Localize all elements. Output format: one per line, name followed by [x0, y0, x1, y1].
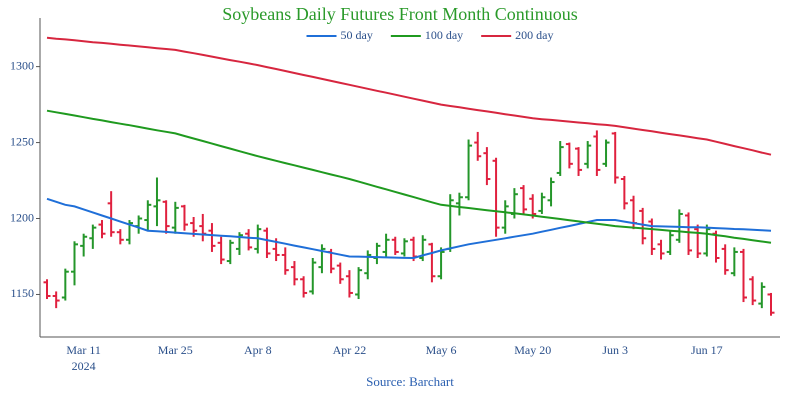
y-tick-label: 1250 — [10, 134, 34, 148]
y-tick-label: 1300 — [10, 58, 34, 72]
ma-line — [46, 36, 772, 156]
source-note: Source: Barchart — [366, 374, 454, 389]
x-tick-label: Mar 11 — [66, 343, 101, 357]
y-tick-label: 1150 — [10, 286, 34, 300]
x-tick-label: May 6 — [426, 343, 457, 357]
x-tick-label: Apr 22 — [333, 343, 367, 357]
legend-label: 100 day — [425, 28, 463, 42]
ma-line — [46, 197, 772, 260]
x-tick-label: May 20 — [514, 343, 551, 357]
legend: 50 day 100 day 200 day — [306, 28, 553, 42]
x-tick-label: Mar 25 — [158, 343, 193, 357]
x-year-label: 2024 — [72, 359, 96, 373]
ma-line — [46, 109, 772, 244]
x-tick-label: Jun 3 — [602, 343, 628, 357]
x-tick-label: Apr 8 — [244, 343, 272, 357]
x-tick-label: Jun 17 — [691, 343, 723, 357]
y-tick-label: 1200 — [10, 210, 34, 224]
legend-label: 200 day — [515, 28, 553, 42]
chart-title: Soybeans Daily Futures Front Month Conti… — [222, 4, 578, 24]
legend-label: 50 day — [341, 28, 373, 42]
